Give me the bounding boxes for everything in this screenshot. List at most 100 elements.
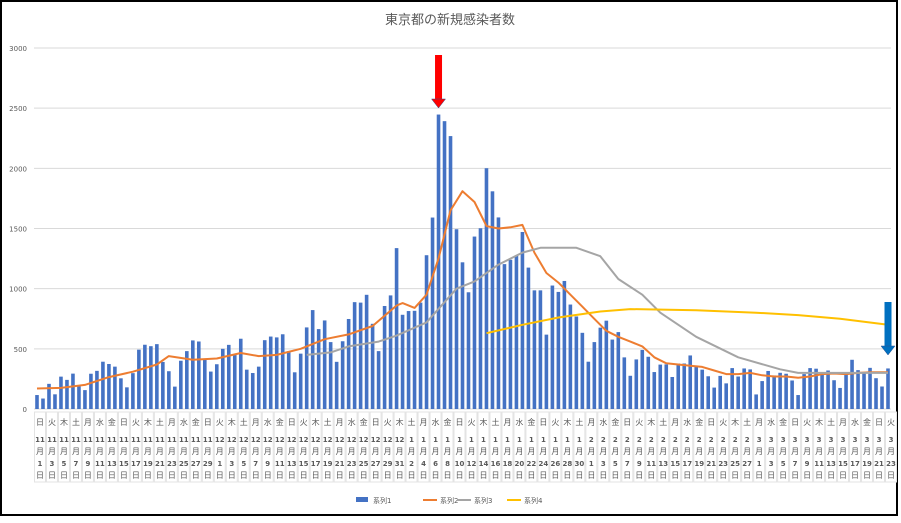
x-tick-date-part: 21 — [155, 460, 165, 468]
bar — [466, 292, 471, 409]
x-axis: 日11月1日火11月3日木11月5日土11月7日月11月9日水11月11日金11… — [34, 411, 897, 483]
x-tick-date-part: 12 — [227, 436, 237, 444]
bar — [832, 380, 836, 409]
bar — [556, 291, 561, 409]
lines — [36, 190, 889, 390]
y-axis: 0 500 1000 1500 2000 2500 3000 — [9, 45, 27, 414]
bar — [526, 267, 531, 409]
x-tick-weekday: 日 — [372, 418, 380, 427]
x-tick-date-part: 11 — [83, 436, 93, 444]
x-label-cell — [189, 411, 202, 483]
bar — [316, 329, 321, 409]
x-tick-date-part: 日 — [84, 471, 92, 480]
x-label-cell — [501, 411, 514, 483]
x-tick-date-part: 3 — [865, 436, 870, 444]
bar — [424, 255, 429, 409]
x-tick-date: 3 月 17 日 — [850, 436, 860, 480]
x-tick-date-part: 6 — [433, 460, 438, 468]
x-tick-date-part: 1 — [493, 436, 498, 444]
x-tick-date-part: 月 — [72, 447, 80, 456]
x-tick-date-part: 月 — [695, 447, 703, 456]
bar — [274, 337, 279, 409]
x-tick-date: 3 月 5 日 — [779, 436, 787, 480]
x-tick-date: 11 月 25 日 — [179, 436, 189, 480]
bar — [95, 370, 99, 409]
x-tick-date: 12 月 27 日 — [371, 436, 381, 480]
x-tick-date-part: 日 — [815, 471, 823, 480]
x-tick-date-part: 11 — [71, 436, 81, 444]
x-tick-date-part: 1 — [553, 436, 558, 444]
x-tick-date-part: 日 — [863, 471, 871, 480]
x-tick-date: 2 月 15 日 — [670, 436, 680, 480]
x-tick-date-part: 月 — [755, 447, 763, 456]
bar — [77, 386, 81, 409]
bar — [71, 373, 75, 409]
x-tick-date-part: 1 — [433, 436, 438, 444]
x-tick-date-part: 3 — [229, 460, 234, 468]
x-tick-date-part: 月 — [827, 447, 835, 456]
bar — [83, 390, 87, 409]
x-tick-date-part: 日 — [312, 471, 320, 480]
bar — [706, 376, 711, 409]
x-label-cell — [729, 411, 742, 483]
bar — [256, 366, 261, 409]
x-tick-date-part: 月 — [671, 447, 679, 456]
x-tick-date-part: 3 — [877, 436, 882, 444]
x-label-cell — [105, 411, 118, 483]
bars — [35, 114, 890, 410]
x-tick-date: 2 月 9 日 — [635, 436, 643, 480]
x-tick-date: 3 月 21 日 — [874, 436, 884, 480]
x-tick-date-part: 月 — [420, 447, 428, 456]
x-tick-date-part: 日 — [731, 471, 739, 480]
x-tick-date-part: 日 — [527, 471, 535, 480]
x-tick-date-part: 月 — [503, 447, 511, 456]
x-tick-weekday: 月 — [252, 418, 260, 427]
x-tick-date-part: 29 — [203, 460, 213, 468]
x-tick-date-part: 11 — [179, 436, 189, 444]
series-line — [36, 190, 888, 390]
x-tick-date-part: 20 — [515, 460, 525, 468]
x-label-cell — [201, 411, 214, 483]
x-tick-date-part: 月 — [707, 447, 715, 456]
x-tick-date-part: 1 — [445, 436, 450, 444]
x-tick-weekday: 木 — [563, 417, 571, 427]
x-tick-date-part: 月 — [312, 447, 320, 456]
bar — [113, 366, 117, 409]
x-tick-date-part: 日 — [791, 471, 799, 480]
x-tick-date-part: 月 — [48, 447, 56, 456]
x-tick-date-part: 10 — [455, 460, 465, 468]
x-tick-date-part: 1 — [481, 436, 486, 444]
x-tick-weekday: 月 — [503, 418, 511, 427]
bar — [65, 379, 69, 409]
x-tick-date-part: 日 — [599, 471, 607, 480]
x-tick-weekday: 日 — [707, 418, 715, 427]
x-tick-date: 12 月 1 日 — [215, 436, 225, 480]
x-tick-weekday: 金 — [192, 417, 200, 427]
x-label-cell — [849, 411, 862, 483]
x-tick-date-part: 日 — [767, 471, 775, 480]
x-tick-weekday: 日 — [120, 418, 128, 427]
x-tick-weekday: 土 — [575, 417, 583, 427]
x-tick-date: 2 月 19 日 — [694, 436, 704, 480]
x-tick-date: 3 月 11 日 — [814, 436, 824, 480]
x-tick-date-part: 13 — [826, 460, 836, 468]
x-tick-date: 11 月 19 日 — [143, 436, 153, 480]
x-tick-date-part: 26 — [551, 460, 561, 468]
x-tick-date-part: 14 — [479, 460, 489, 468]
x-label-cell — [465, 411, 478, 483]
bar — [772, 375, 776, 409]
x-label-cell — [45, 411, 58, 483]
x-tick-date-part: 11 — [95, 460, 105, 468]
bar — [496, 217, 501, 409]
x-tick-date-part: 月 — [791, 447, 799, 456]
x-tick-date-part: 15 — [299, 460, 309, 468]
x-tick-date-part: 月 — [36, 447, 44, 456]
x-tick-date-part: 月 — [839, 447, 847, 456]
x-tick-date-part: 日 — [384, 471, 392, 480]
x-tick-date-part: 3 — [601, 460, 606, 468]
series-line — [486, 308, 889, 335]
x-tick-date: 1 月 6 日 — [432, 436, 440, 480]
x-tick-date-part: 1 — [409, 436, 414, 444]
bar — [268, 336, 273, 409]
x-tick-date-part: 23 — [886, 460, 896, 468]
